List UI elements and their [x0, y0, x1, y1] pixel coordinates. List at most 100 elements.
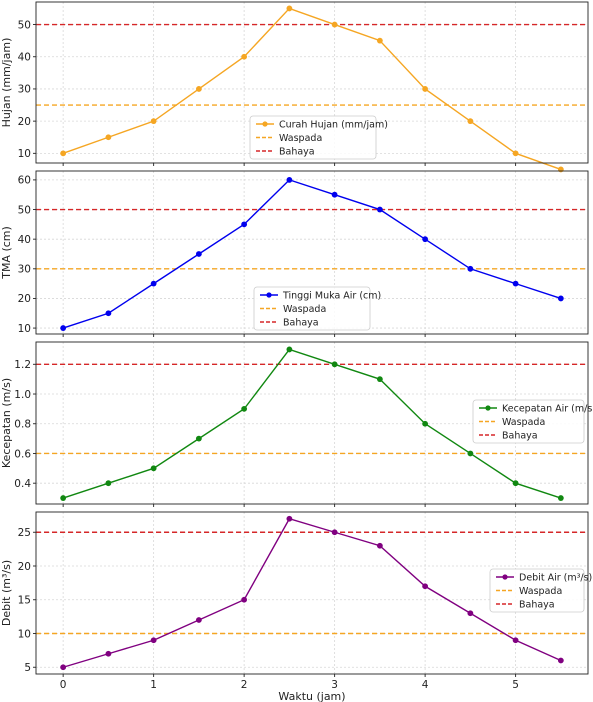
legend: Debit Air (m³/s) Waspada Bahaya: [489, 568, 592, 613]
x-axis-label: Waktu (jam): [278, 690, 345, 702]
data-point: [376, 376, 383, 383]
y-tick-label: 50: [18, 19, 31, 31]
legend-label: Kecepatan Air (m/s): [502, 403, 593, 414]
data-point: [557, 495, 564, 501]
data-point: [150, 118, 157, 125]
data-point: [241, 53, 248, 60]
x-tick-label: 0: [60, 679, 67, 691]
y-tick-label: 0.4: [14, 478, 31, 490]
legend-label: Bahaya: [502, 430, 538, 441]
legend-label: Tinggi Muka Air (cm): [282, 290, 381, 301]
data-point: [150, 465, 157, 472]
y-axis-label: Debit (m³/s): [0, 560, 13, 626]
data-point: [557, 166, 564, 173]
x-tick-label: 1: [150, 679, 157, 691]
y-tick-label: 5: [24, 662, 31, 674]
y-tick-label: 20: [18, 293, 31, 305]
data-point: [512, 637, 519, 644]
data-point: [150, 637, 157, 644]
data-point: [331, 191, 338, 198]
legend-label: Debit Air (m³/s): [519, 572, 592, 583]
y-tick-label: 20: [18, 116, 31, 128]
data-point: [467, 118, 474, 125]
data-point: [422, 86, 429, 92]
legend: Curah Hujan (mm/jam) Waspada Bahaya: [249, 115, 388, 160]
data-point: [557, 657, 564, 664]
legend: Tinggi Muka Air (cm) Waspada Bahaya: [253, 286, 381, 331]
data-point: [105, 480, 112, 487]
data-point: [150, 280, 157, 287]
x-tick-label: 5: [512, 679, 519, 691]
legend-label: Waspada: [519, 586, 562, 597]
data-point: [60, 150, 67, 157]
y-tick-label: 1.0: [14, 389, 31, 401]
y-tick-label: 50: [18, 204, 31, 216]
y-tick-label: 40: [18, 52, 31, 64]
legend-box: [253, 286, 371, 331]
legend-box: [489, 568, 585, 613]
x-tick-label: 4: [422, 679, 429, 691]
data-point: [60, 325, 67, 331]
plot-frame: [35, 1, 589, 164]
data-point: [467, 610, 474, 617]
data-point: [422, 420, 429, 427]
data-point: [241, 596, 248, 603]
legend-label: Bahaya: [283, 317, 319, 328]
y-tick-label: 10: [18, 148, 31, 160]
y-axis-label: TMA (cm): [0, 226, 13, 280]
data-point: [105, 310, 112, 317]
chart-panel-2: 10 20 30 40 50 60 TMA (cm) Tinggi Muka Air (cm)…: [0, 170, 589, 337]
data-point: [557, 295, 564, 302]
data-point: [331, 21, 338, 28]
series-line: [62, 348, 562, 499]
data-point: [422, 583, 429, 590]
y-tick-label: 10: [18, 628, 31, 640]
y-axis-label: Hujan (mm/jam): [0, 38, 13, 128]
data-point: [331, 361, 338, 368]
data-point: [512, 150, 519, 157]
legend-label: Bahaya: [519, 599, 555, 610]
chart-panel-1: 10 20 30 40 50 Hujan (mm/jam) Curah Hujan (mm/…: [0, 1, 589, 173]
data-point: [376, 37, 383, 44]
data-point: [241, 221, 248, 228]
data-point: [60, 664, 67, 671]
data-point: [467, 265, 474, 272]
series-line: [62, 517, 562, 668]
y-tick-label: 0.8: [14, 419, 31, 431]
data-point: [376, 206, 383, 213]
data-point: [195, 617, 202, 623]
y-tick-label: 30: [18, 264, 31, 276]
legend-label: Curah Hujan (mm/jam): [279, 119, 388, 130]
data-point: [286, 515, 293, 522]
data-point: [60, 495, 67, 501]
data-point: [195, 251, 202, 257]
data-point: [286, 176, 293, 183]
y-axis-label: Kecepatan (m/s): [0, 378, 13, 468]
legend-label: Bahaya: [279, 146, 315, 157]
plot-frame: [35, 341, 589, 505]
y-tick-label: 60: [18, 175, 31, 187]
plot-frame: [35, 511, 589, 675]
legend-marker: [502, 574, 508, 580]
data-point: [331, 529, 338, 536]
data-point: [195, 86, 202, 92]
legend-label: Waspada: [279, 133, 322, 144]
plot-frame: [35, 170, 589, 335]
series-line: [62, 7, 562, 171]
legend: Kecepatan Air (m/s) Waspada Bahaya: [472, 399, 593, 444]
data-point: [467, 450, 474, 457]
y-tick-label: 0.6: [14, 448, 31, 460]
data-point: [422, 236, 429, 243]
data-point: [286, 5, 293, 12]
data-point: [286, 346, 293, 353]
data-point: [512, 280, 519, 287]
legend-label: Waspada: [283, 304, 326, 315]
data-point: [105, 134, 112, 141]
legend-label: Waspada: [502, 417, 545, 428]
y-tick-label: 10: [18, 323, 31, 335]
data-point: [105, 650, 112, 657]
legend-marker: [262, 121, 268, 127]
legend-box: [472, 399, 585, 444]
data-point: [241, 405, 248, 412]
